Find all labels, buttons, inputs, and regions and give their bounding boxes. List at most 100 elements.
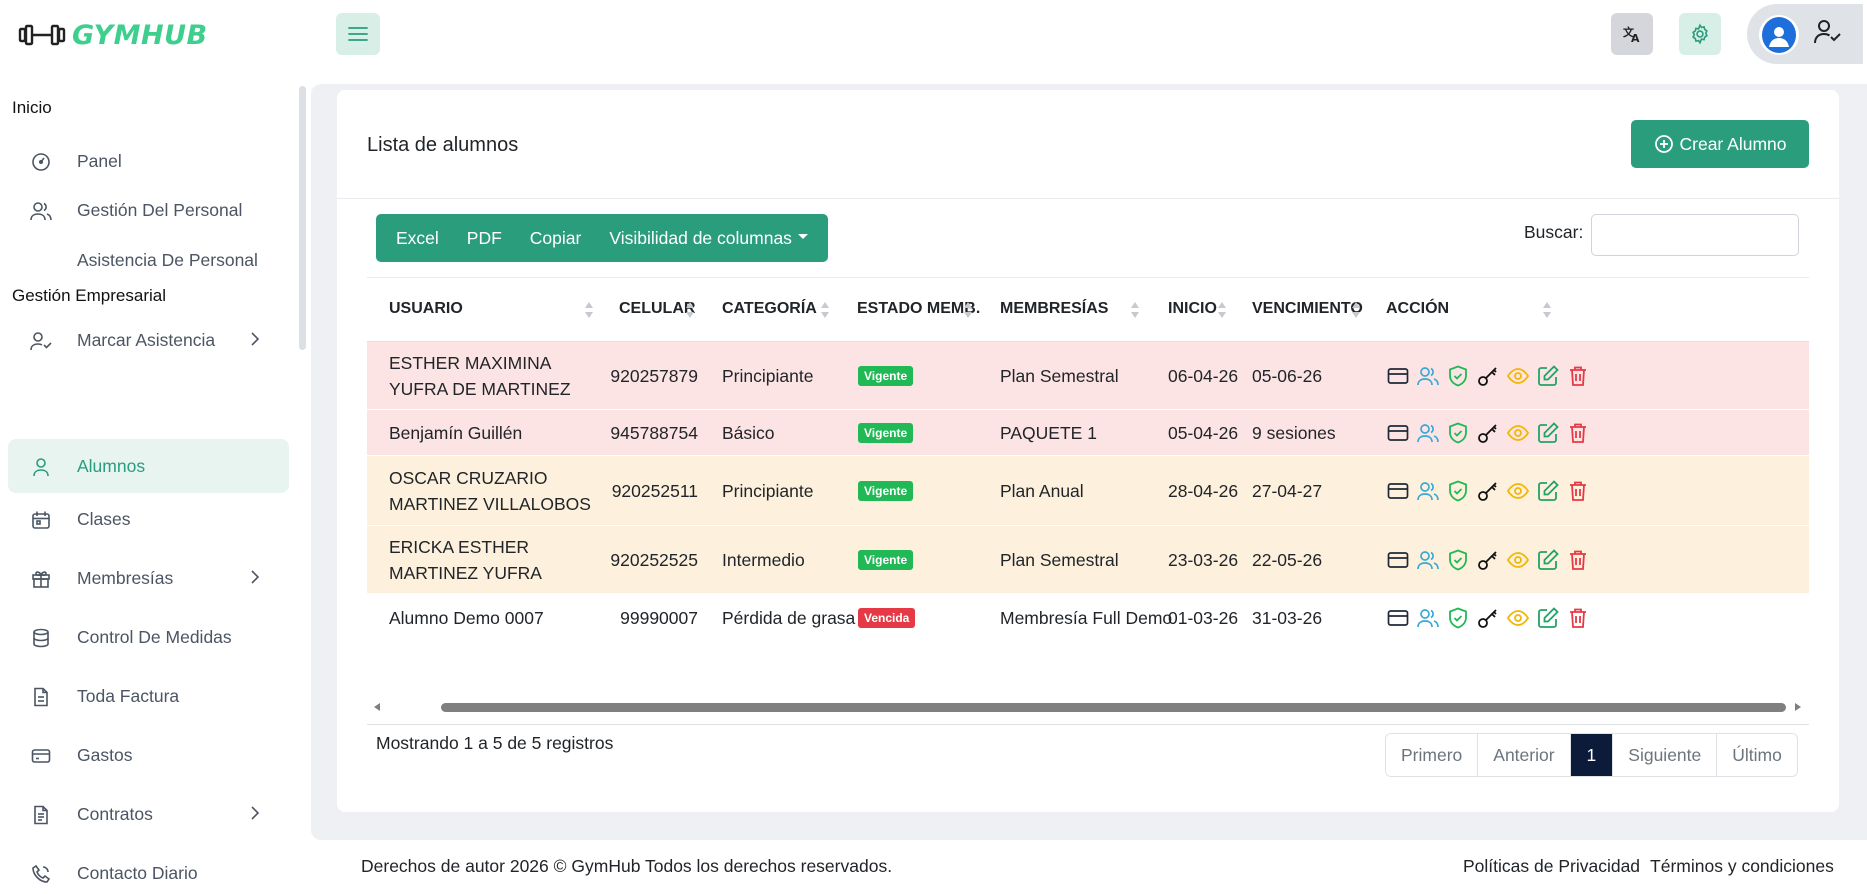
gift-icon	[30, 568, 52, 590]
table-row: Benjamín Guillén 945788754 Básico Vigente PA…	[367, 410, 1809, 456]
user-menu[interactable]	[1747, 4, 1863, 64]
terms-link[interactable]: Términos y condiciones	[1650, 856, 1834, 876]
sidebar-item-toda-factura[interactable]: Toda Factura	[8, 669, 289, 723]
shield-icon[interactable]	[1447, 549, 1469, 571]
page-prev-button[interactable]: Anterior	[1478, 734, 1571, 776]
edit-icon[interactable]	[1537, 607, 1559, 629]
key-icon[interactable]	[1477, 549, 1499, 571]
trash-icon[interactable]	[1567, 549, 1589, 571]
column-header-celular[interactable]: CELULAR	[619, 300, 696, 317]
card-icon[interactable]	[1387, 607, 1409, 629]
sort-icon[interactable]	[1131, 302, 1139, 320]
page-current-button[interactable]: 1	[1570, 734, 1614, 776]
users-icon[interactable]	[1417, 480, 1439, 502]
card-icon[interactable]	[1387, 422, 1409, 444]
page-next-button[interactable]: Siguiente	[1613, 734, 1718, 776]
sidebar-item-panel[interactable]: Panel	[8, 134, 289, 188]
cell-celular: 99990007	[620, 608, 698, 628]
shield-icon[interactable]	[1447, 365, 1469, 387]
key-icon[interactable]	[1477, 422, 1499, 444]
column-visibility-button[interactable]: Visibilidad de columnas	[595, 228, 822, 249]
column-header-inicio[interactable]: INICIO	[1168, 300, 1217, 317]
eye-icon[interactable]	[1507, 607, 1529, 629]
sidebar-item-gastos[interactable]: Gastos	[8, 728, 289, 782]
sort-icon[interactable]	[585, 302, 593, 320]
logo-text: GYMHUB	[72, 19, 208, 51]
key-icon[interactable]	[1477, 365, 1499, 387]
sidebar-item-marcar-asistencia[interactable]: Marcar Asistencia	[8, 313, 289, 367]
users-icon[interactable]	[1417, 422, 1439, 444]
column-header-estado[interactable]: ESTADO MEMB.	[857, 300, 981, 317]
eye-icon[interactable]	[1507, 549, 1529, 571]
key-icon[interactable]	[1477, 480, 1499, 502]
shield-icon[interactable]	[1447, 422, 1469, 444]
shield-icon[interactable]	[1447, 480, 1469, 502]
cell-membresia: Plan Anual	[1000, 481, 1084, 501]
eye-icon[interactable]	[1507, 422, 1529, 444]
cell-vencimiento: 05-06-26	[1252, 366, 1323, 386]
sidebar-item-contacto-diario[interactable]: Contacto Diario	[8, 846, 289, 894]
users-icon[interactable]	[1417, 365, 1439, 387]
page-last-button[interactable]: Último	[1717, 734, 1797, 776]
divider	[367, 724, 1809, 725]
trash-icon[interactable]	[1567, 480, 1589, 502]
sidebar-item-clases[interactable]: Clases	[8, 492, 289, 546]
sidebar-scrollbar[interactable]	[299, 86, 306, 350]
create-student-button[interactable]: Crear Alumno	[1631, 120, 1809, 168]
trash-icon[interactable]	[1567, 365, 1589, 387]
sort-icon[interactable]	[1218, 302, 1226, 320]
sort-icon[interactable]	[686, 302, 694, 320]
card-icon[interactable]	[1387, 549, 1409, 571]
cell-membresia: Membresía Full Demo	[1000, 608, 1173, 628]
language-button[interactable]: 文 A	[1611, 13, 1653, 55]
card-icon[interactable]	[1387, 480, 1409, 502]
export-pdf-button[interactable]: PDF	[466, 227, 502, 248]
trash-icon[interactable]	[1567, 607, 1589, 629]
chevron-right-icon	[251, 332, 260, 346]
sort-icon[interactable]	[821, 302, 829, 320]
column-header-categoria[interactable]: CATEGORÍA	[722, 300, 817, 317]
column-header-vencimiento[interactable]: VENCIMIENTO	[1252, 300, 1363, 317]
sidebar-item-asistencia-personal[interactable]: Asistencia De Personal	[8, 233, 289, 287]
sort-icon[interactable]	[1543, 302, 1551, 320]
users-icon[interactable]	[1417, 549, 1439, 571]
trash-icon[interactable]	[1567, 422, 1589, 444]
search-input[interactable]	[1591, 214, 1799, 256]
column-header-membresias[interactable]: MEMBRESÍAS	[1000, 300, 1109, 317]
page-first-button[interactable]: Primero	[1386, 734, 1479, 776]
cell-vencimiento: 9 sesiones	[1252, 423, 1336, 443]
menu-toggle-button[interactable]	[336, 13, 380, 55]
sidebar-item-contratos[interactable]: Contratos	[8, 787, 289, 841]
sidebar-item-membresias[interactable]: Membresías	[8, 551, 289, 605]
divider	[337, 198, 1839, 199]
cell-categoria: Básico	[722, 423, 775, 443]
scrollbar-thumb[interactable]	[441, 703, 1786, 712]
logo[interactable]: GYMHUB	[18, 18, 208, 52]
shield-icon[interactable]	[1447, 607, 1469, 629]
export-excel-button[interactable]: Excel	[396, 227, 439, 248]
horizontal-scrollbar[interactable]	[367, 700, 1809, 725]
scroll-left-icon[interactable]	[374, 703, 380, 711]
edit-icon[interactable]	[1537, 480, 1559, 502]
privacy-link[interactable]: Políticas de Privacidad	[1463, 856, 1641, 876]
column-header-accion[interactable]: ACCIÓN	[1386, 300, 1450, 317]
eye-icon[interactable]	[1507, 480, 1529, 502]
sidebar-item-control-medidas[interactable]: Control De Medidas	[8, 610, 289, 664]
card-icon[interactable]	[1387, 365, 1409, 387]
copy-button[interactable]: Copiar	[529, 227, 582, 248]
users-icon[interactable]	[1417, 607, 1439, 629]
sort-icon[interactable]	[1352, 302, 1360, 320]
key-icon[interactable]	[1477, 607, 1499, 629]
edit-icon[interactable]	[1537, 365, 1559, 387]
avatar[interactable]	[1759, 15, 1799, 55]
column-header-usuario[interactable]: USUARIO	[389, 300, 463, 317]
edit-icon[interactable]	[1537, 422, 1559, 444]
edit-icon[interactable]	[1537, 549, 1559, 571]
eye-icon[interactable]	[1507, 365, 1529, 387]
status-badge: Vigente	[858, 481, 914, 501]
sidebar-item-gestion-personal[interactable]: Gestión Del Personal	[8, 183, 289, 237]
sort-icon[interactable]	[964, 302, 972, 320]
settings-button[interactable]	[1679, 13, 1721, 55]
sidebar-item-alumnos[interactable]: Alumnos	[8, 439, 289, 493]
scroll-right-icon[interactable]	[1795, 703, 1801, 711]
